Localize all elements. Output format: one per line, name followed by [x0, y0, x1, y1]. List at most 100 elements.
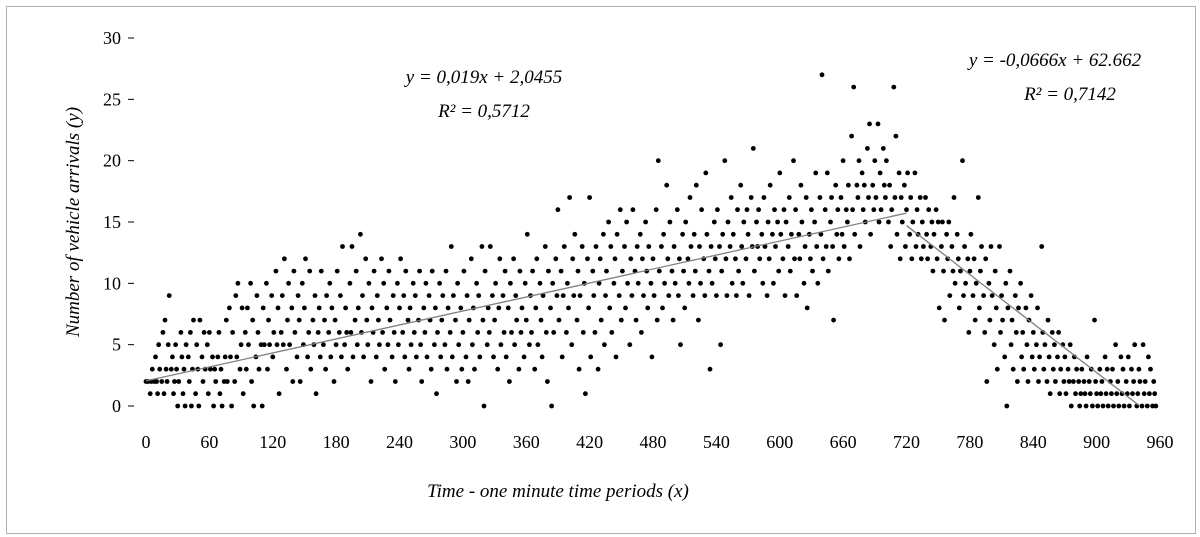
data-point	[1139, 403, 1145, 409]
data-point	[1055, 354, 1060, 360]
data-point	[256, 366, 262, 372]
data-point	[385, 342, 391, 348]
data-point	[477, 354, 483, 360]
data-point	[191, 317, 196, 323]
data-point	[744, 207, 750, 213]
data-point	[433, 305, 438, 311]
data-point	[1015, 379, 1020, 384]
data-point	[254, 293, 260, 298]
data-point	[1103, 391, 1109, 397]
data-point	[529, 330, 534, 335]
data-point	[338, 293, 343, 298]
data-point	[692, 268, 698, 274]
data-point	[871, 207, 877, 213]
data-point	[374, 293, 380, 298]
data-point	[574, 317, 580, 323]
data-point	[833, 182, 839, 188]
data-point	[468, 256, 474, 262]
data-point	[545, 379, 550, 384]
data-point	[1053, 379, 1058, 384]
data-point	[978, 268, 983, 274]
data-point	[904, 207, 909, 213]
data-point	[287, 342, 292, 348]
data-point	[1062, 354, 1068, 360]
data-point	[725, 219, 731, 225]
data-point	[743, 256, 749, 262]
trendline-1	[145, 212, 907, 382]
data-point	[1098, 391, 1104, 397]
data-point	[1109, 391, 1114, 397]
data-point	[981, 293, 986, 298]
data-point	[919, 219, 925, 225]
data-point	[326, 330, 332, 335]
data-point	[728, 195, 734, 200]
data-point	[523, 317, 529, 323]
data-point	[571, 293, 577, 298]
data-point	[649, 354, 655, 360]
data-point	[396, 342, 401, 348]
data-point	[740, 280, 746, 286]
data-point	[496, 305, 502, 311]
data-point	[455, 280, 460, 286]
data-point	[290, 379, 296, 384]
data-point	[306, 330, 312, 335]
data-point	[443, 268, 449, 274]
data-point	[260, 305, 266, 311]
data-point	[810, 268, 815, 274]
data-point	[550, 280, 556, 286]
data-point	[1113, 342, 1118, 348]
data-point	[983, 256, 989, 262]
data-point	[569, 342, 575, 348]
data-point	[1061, 379, 1067, 384]
data-point	[852, 231, 858, 237]
data-point	[175, 403, 181, 409]
data-point	[846, 182, 851, 188]
data-point	[213, 379, 219, 384]
data-point	[854, 182, 860, 188]
data-point	[365, 342, 371, 348]
data-point	[1000, 317, 1005, 323]
data-point	[153, 354, 158, 360]
data-point	[1067, 342, 1073, 348]
data-point	[215, 354, 221, 360]
x-tick-label: 840	[1020, 432, 1047, 452]
data-point	[745, 231, 751, 237]
data-point	[633, 317, 639, 323]
data-point	[519, 305, 525, 311]
data-point	[593, 244, 599, 249]
x-tick-label: 420	[576, 432, 603, 452]
data-point	[459, 366, 465, 372]
data-point	[866, 195, 871, 200]
data-point	[216, 330, 222, 335]
x-tick-label: 120	[259, 432, 286, 452]
chart-frame	[6, 6, 1196, 534]
data-point	[1111, 403, 1116, 409]
data-point	[336, 330, 342, 335]
data-point	[968, 231, 974, 237]
data-point	[566, 305, 571, 311]
data-point	[972, 317, 978, 323]
data-point	[1104, 366, 1110, 372]
data-point	[672, 280, 678, 286]
data-point	[678, 342, 683, 348]
data-point	[954, 231, 960, 237]
data-point	[1087, 391, 1093, 397]
data-point	[613, 354, 619, 360]
data-point	[189, 403, 194, 409]
data-point	[735, 207, 740, 213]
data-point	[831, 317, 836, 323]
data-point	[881, 182, 887, 188]
data-point	[289, 305, 295, 311]
data-point	[711, 219, 717, 225]
data-point	[677, 256, 682, 262]
data-point	[1099, 379, 1105, 384]
data-point	[601, 231, 606, 237]
data-point	[880, 146, 886, 151]
data-point	[867, 121, 872, 127]
data-point	[507, 379, 512, 384]
data-point	[760, 280, 766, 286]
data-point	[588, 354, 594, 360]
data-point	[448, 244, 454, 249]
data-point	[245, 305, 250, 311]
y-tick-label: 10	[103, 273, 121, 293]
